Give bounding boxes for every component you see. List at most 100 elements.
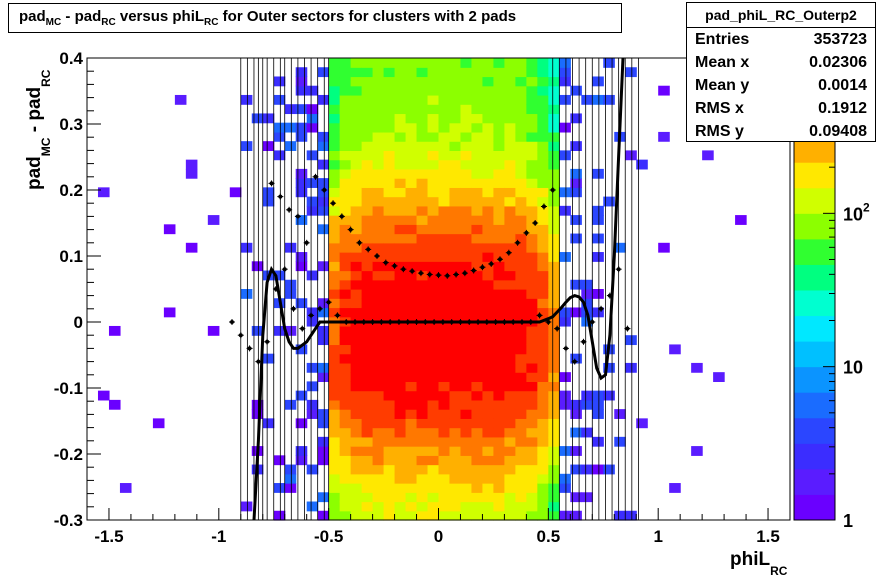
heatmap-cell (460, 196, 473, 207)
heatmap-cell (482, 289, 495, 299)
heatmap-cell (350, 76, 363, 87)
heatmap-cell (625, 150, 637, 161)
heatmap-cell (328, 289, 341, 299)
heatmap-cell (526, 215, 538, 225)
heatmap-cell (504, 242, 516, 253)
heatmap-cell (438, 159, 451, 170)
heatmap-cell (537, 242, 549, 253)
heatmap-cell (482, 473, 495, 484)
heatmap-cell (328, 307, 341, 318)
heatmap-cell (570, 409, 582, 419)
heatmap-cell (405, 131, 418, 142)
heatmap-cell (328, 483, 341, 493)
heatmap-cell (372, 473, 385, 484)
profile-upper-point (382, 259, 389, 266)
heatmap-cell (251, 325, 264, 336)
heatmap-cell (471, 409, 484, 419)
heatmap-cell (482, 141, 495, 151)
heatmap-cell (515, 279, 527, 290)
heatmap-cell (537, 196, 549, 207)
heatmap-cell (482, 168, 495, 179)
heatmap-cell (383, 464, 396, 475)
heatmap-cell (405, 279, 418, 290)
profile-upper-point (294, 213, 301, 220)
heatmap-cell (504, 381, 516, 392)
profile-mean-point (624, 325, 631, 332)
heatmap-cell (383, 252, 396, 262)
heatmap-cell (350, 122, 363, 133)
heatmap-cell (339, 409, 352, 419)
heatmap-cell (493, 159, 505, 170)
heatmap-cell (515, 372, 527, 382)
title-part: - pad (61, 8, 102, 25)
heatmap-cell (405, 270, 418, 281)
heatmap-cell (493, 353, 505, 364)
heatmap-cell (394, 307, 407, 318)
heatmap-cell (548, 224, 560, 235)
heatmap-cell (295, 344, 308, 355)
heatmap-cell (438, 427, 451, 438)
profile-mean-point (290, 305, 297, 312)
heatmap-cell (482, 335, 495, 346)
heatmap-cell (405, 242, 418, 253)
heatmap-cell (559, 150, 571, 161)
heatmap-cell (526, 187, 538, 198)
heatmap-cell (449, 418, 462, 429)
profile-upper-point (470, 267, 477, 274)
heatmap-cell (273, 94, 286, 105)
heatmap-cell (394, 270, 407, 281)
heatmap-cell (592, 252, 604, 262)
heatmap-cell (427, 261, 440, 272)
heatmap-cell (372, 76, 385, 87)
heatmap-cell (449, 252, 462, 262)
heatmap-cell (592, 289, 604, 299)
profile-mean-point (228, 319, 235, 325)
heatmap-cell (460, 113, 473, 124)
heatmap-cell (526, 353, 538, 364)
stats-row: Entries 353723 (687, 28, 875, 51)
heatmap-cell (482, 325, 495, 336)
heatmap-cell (328, 279, 341, 290)
heatmap-cell (427, 307, 440, 318)
heatmap-cell (328, 252, 341, 262)
heatmap-cell (537, 58, 549, 68)
heatmap-cell (482, 85, 495, 96)
heatmap-cell (460, 325, 473, 336)
heatmap-cell (515, 76, 527, 87)
heatmap-cell (416, 141, 429, 151)
heatmap-cell (515, 464, 527, 475)
title-box: padMC - padRC versus phiLRC for Outer se… (8, 3, 622, 33)
heatmap-cell (427, 464, 440, 475)
heatmap-cell (328, 94, 341, 105)
heatmap-cell (449, 335, 462, 346)
heatmap-cell (449, 67, 462, 78)
heatmap-cell (537, 159, 549, 170)
heatmap-cell (306, 409, 319, 419)
heatmap-cell (284, 325, 297, 336)
stats-histogram-name: pad_phiL_RC_Outerp2 (687, 3, 875, 28)
heatmap-cell (350, 335, 363, 346)
heatmap-cell (350, 510, 363, 521)
heatmap-cell (592, 168, 604, 179)
heatmap-cell (449, 196, 462, 207)
heatmap-cell (493, 418, 505, 429)
profile-mean-point (316, 305, 323, 312)
heatmap-cell (427, 335, 440, 346)
heatmap-cell (383, 390, 396, 401)
heatmap-cell (504, 307, 516, 318)
heatmap-cell (372, 372, 385, 382)
heatmap-cell (471, 85, 484, 96)
heatmap-cell (416, 298, 429, 309)
heatmap-cell (482, 501, 495, 512)
heatmap-cell (592, 436, 604, 447)
heatmap-cell (416, 196, 429, 207)
heatmap-cell (581, 316, 593, 327)
heatmap-cell (493, 307, 505, 318)
profile-upper-point (365, 246, 372, 253)
heatmap-cell (493, 455, 505, 466)
y-axis-label: padMC - padRC (24, 69, 53, 190)
heatmap-cell (339, 94, 352, 105)
heatmap-cell (559, 316, 571, 327)
heatmap-cell (482, 205, 495, 216)
heatmap-cell (328, 381, 341, 392)
